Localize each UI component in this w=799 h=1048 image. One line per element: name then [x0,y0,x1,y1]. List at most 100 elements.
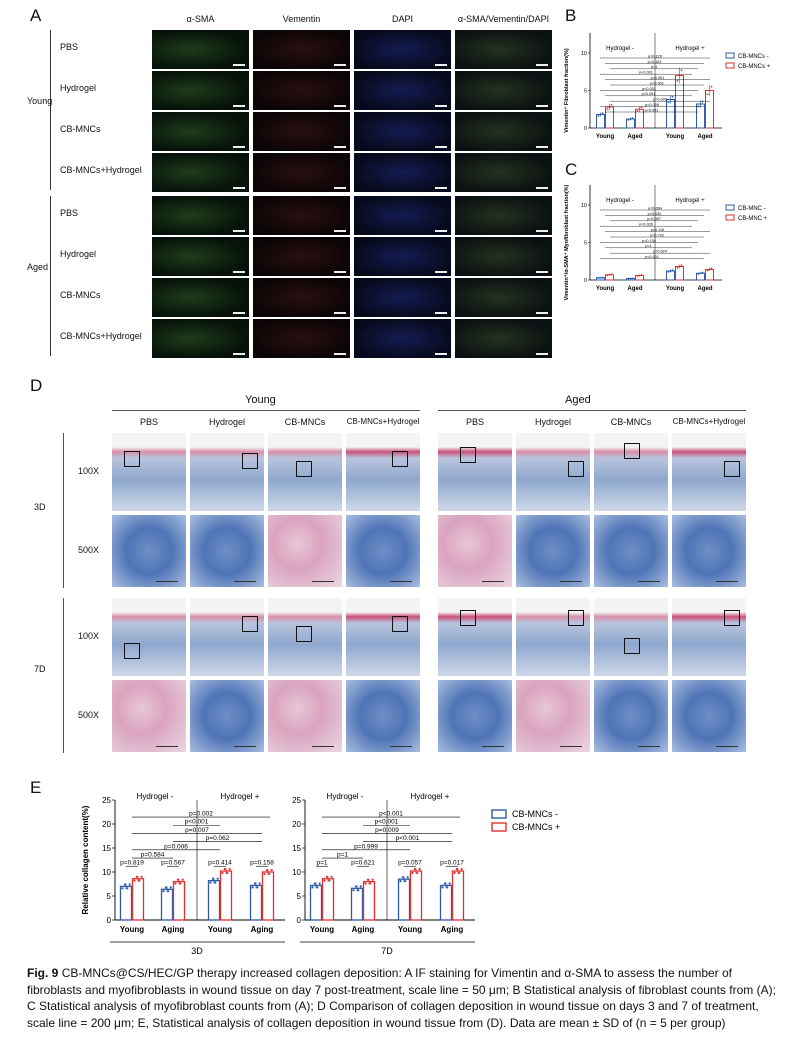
histology-500x [346,515,420,587]
scale-bar [435,105,447,107]
caption-text: CB-MNCs@CS/HEC/GP therapy increased coll… [27,966,776,1030]
x-tick-label: Young [208,925,232,934]
data-point [399,880,402,883]
data-point [354,885,357,888]
data-point [610,104,613,106]
histology-column-header: PBS [139,417,158,427]
bar [309,884,323,921]
p-value-label: p=0.017 [440,860,464,867]
data-point [371,878,374,881]
data-point [676,266,679,269]
if-micrograph [455,278,552,317]
if-row-label: Hydrogel [60,249,97,259]
bar [219,870,233,921]
data-point [631,277,634,280]
if-micrograph [152,196,249,235]
data-point [710,85,713,88]
legend-label: CB-MNCs + [512,822,560,832]
data-point [706,93,709,96]
histology-500x [594,515,668,587]
if-micrograph [354,112,451,151]
data-point [263,872,266,876]
if-micrograph [455,319,552,358]
panel-label-d: D [30,376,43,395]
data-point [708,268,711,271]
data-point [597,114,600,117]
histology-column-header: Hydrogel [534,417,572,427]
group-bracket [50,196,51,356]
zoom-box [124,643,140,659]
data-point [357,889,360,892]
histology-column-header: PBS [465,417,484,427]
scale-bar [334,64,346,66]
y-tick-label: 10 [581,203,587,209]
if-column-header: DAPI [391,14,413,24]
x-tick-label: Aging [352,925,375,934]
if-micrograph [354,237,451,276]
histology-100x [594,433,668,511]
bar [350,887,364,921]
data-point [701,100,704,103]
bar [409,870,423,921]
scale-bar [234,581,256,582]
data-point [167,890,170,893]
if-column-header: α-SMA [186,14,215,24]
p-value-label: p=0.414 [208,860,232,867]
histology-100x [438,433,512,511]
bar [249,884,263,921]
data-point [671,95,674,98]
group-label: Hydrogel + [411,792,450,801]
figure-caption: Fig. 9 CB-MNCs@CS/HEC/GP therapy increas… [27,965,777,1031]
scale-bar [536,353,548,355]
scale-bar [233,230,245,232]
legend-swatch [725,214,735,221]
data-point [174,882,177,885]
data-point [406,876,409,879]
if-micrograph [455,153,552,192]
histology-500x [516,515,590,587]
scale-bar [536,230,548,232]
data-point [228,868,231,871]
timepoint-bracket [63,433,64,588]
scale-bar [334,230,346,232]
p-value-label: p=0.742 [650,233,664,237]
scale-bar [435,312,447,314]
data-point [416,871,419,875]
histology-500x [672,515,746,587]
scale-bar [233,105,245,107]
p-value-label: p<0.001 [639,71,653,75]
chart-c-myofibroblast: Vimentin⁺/α-SMA⁺ Myofibroblast fraction(… [563,184,768,300]
bar [397,878,411,921]
panel-label-e: E [30,778,42,797]
if-micrograph [152,278,249,317]
scale-bar [536,271,548,273]
zoom-box [242,616,258,632]
if-row-label: CB-MNCs+Hydrogel [60,331,142,341]
bar [705,269,714,281]
p-value-label: p=0.621 [351,860,375,867]
p-value-label: p=0.116 [651,228,665,232]
if-micrograph [253,30,350,69]
if-micrograph [253,71,350,110]
data-point [318,882,321,885]
x-tick-label: Aged [698,286,713,292]
data-point [214,881,217,884]
data-point [608,106,611,108]
scale-bar [560,746,582,747]
data-point [364,882,367,885]
bar [666,270,675,281]
p-value-label: p<0.001 [642,92,656,96]
scale-bar [312,581,334,582]
data-point [680,69,683,72]
chart-e-collagen: Relative collagen content(%) 0 5 10 15 20 25 Hy… [81,792,475,956]
scale-bar [234,746,256,747]
data-point [680,264,683,267]
scale-bar [334,312,346,314]
histology-100x [268,598,342,676]
bar [362,880,376,921]
y-tick-label: 25 [292,796,301,805]
data-point [401,876,404,879]
if-row-label: CB-MNCs+Hydrogel [60,165,142,175]
zoom-box [724,610,740,626]
group-rule [438,410,746,411]
